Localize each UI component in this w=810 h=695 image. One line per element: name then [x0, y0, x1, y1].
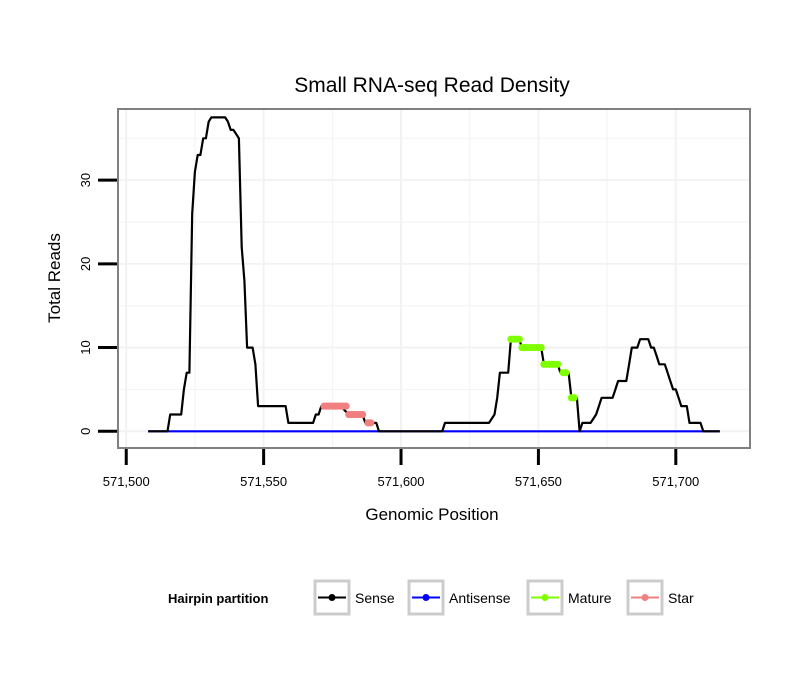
- y-tick-label: 30: [78, 173, 93, 187]
- x-tick-label: 571,650: [515, 474, 562, 489]
- data-point-star: [358, 410, 367, 419]
- legend-title: Hairpin partition: [168, 591, 268, 606]
- legend-entry-antisense: Antisense: [407, 579, 511, 616]
- x-tick-label: 571,550: [240, 474, 287, 489]
- x-axis-label: Genomic Position: [365, 505, 498, 524]
- legend-label: Antisense: [449, 590, 511, 606]
- legend: Hairpin partition Sense Antisense Mature St…: [168, 579, 694, 616]
- legend-key-point: [422, 594, 430, 601]
- data-point-mature: [570, 394, 578, 402]
- y-axis-label: Total Reads: [45, 233, 64, 323]
- x-axis: 571,500 571,550 571,600 571,650 571,700: [103, 449, 699, 489]
- legend-key-point: [641, 594, 649, 601]
- y-tick-label: 0: [78, 428, 93, 435]
- x-tick-label: 571,500: [103, 474, 150, 489]
- data-point-star: [342, 402, 350, 410]
- legend-entry-star: Star: [626, 579, 694, 616]
- legend-label: Sense: [355, 590, 395, 606]
- series-line-sense: [148, 116, 720, 433]
- y-tick-label: 10: [78, 340, 93, 354]
- chart-title: Small RNA-seq Read Density: [294, 74, 570, 97]
- grid-lines: [118, 109, 750, 448]
- legend-label: Star: [668, 590, 694, 606]
- data-point-mature: [562, 369, 570, 377]
- y-axis: 0 10 20 30: [78, 173, 117, 435]
- plot-panel-border: [117, 108, 751, 449]
- x-tick-label: 571,700: [652, 474, 699, 489]
- legend-label: Mature: [568, 590, 612, 606]
- legend-entry-sense: Sense: [313, 579, 395, 616]
- data-point-star: [367, 419, 375, 427]
- data-point-mature: [515, 335, 523, 343]
- legend-entry-mature: Mature: [526, 579, 612, 616]
- legend-key-point: [328, 594, 336, 601]
- data-point-mature: [554, 360, 562, 368]
- x-tick-label: 571,600: [378, 474, 425, 489]
- data-point-mature: [537, 343, 545, 352]
- legend-key-point: [541, 594, 549, 601]
- y-tick-label: 20: [78, 257, 93, 271]
- series-layer: [148, 116, 720, 433]
